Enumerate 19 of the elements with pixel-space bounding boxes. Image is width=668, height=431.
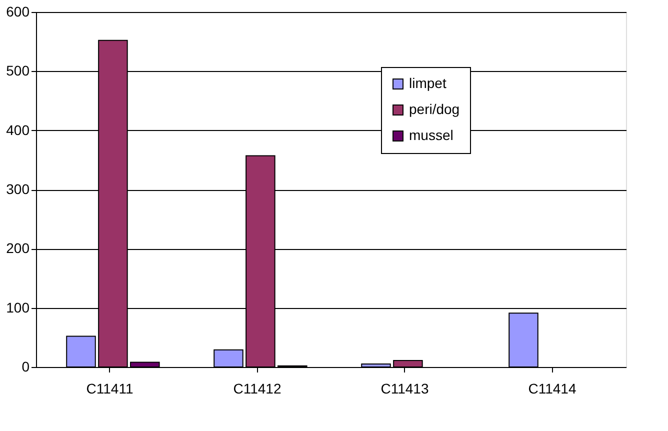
legend-label: limpet <box>409 75 446 91</box>
y-tick-label: 600 <box>6 4 30 20</box>
y-tick-label: 300 <box>6 181 30 197</box>
bar <box>214 349 244 368</box>
x-tick-label: C11412 <box>233 380 282 396</box>
x-tick-label: C11414 <box>528 380 576 396</box>
bar <box>508 312 538 368</box>
y-tick-label: 200 <box>6 240 30 256</box>
x-tick-label: C11411 <box>86 380 134 396</box>
bar <box>361 364 391 368</box>
bar <box>130 362 160 368</box>
y-tick-label: 500 <box>6 62 30 79</box>
y-tick-label: 0 <box>22 358 30 374</box>
y-tick-label: 400 <box>6 122 30 138</box>
x-tick-label: C11413 <box>380 380 429 396</box>
legend-label: mussel <box>409 127 454 143</box>
y-tick-label: 100 <box>6 299 30 316</box>
legend-label: peri/dog <box>409 101 460 117</box>
bar <box>66 336 96 368</box>
